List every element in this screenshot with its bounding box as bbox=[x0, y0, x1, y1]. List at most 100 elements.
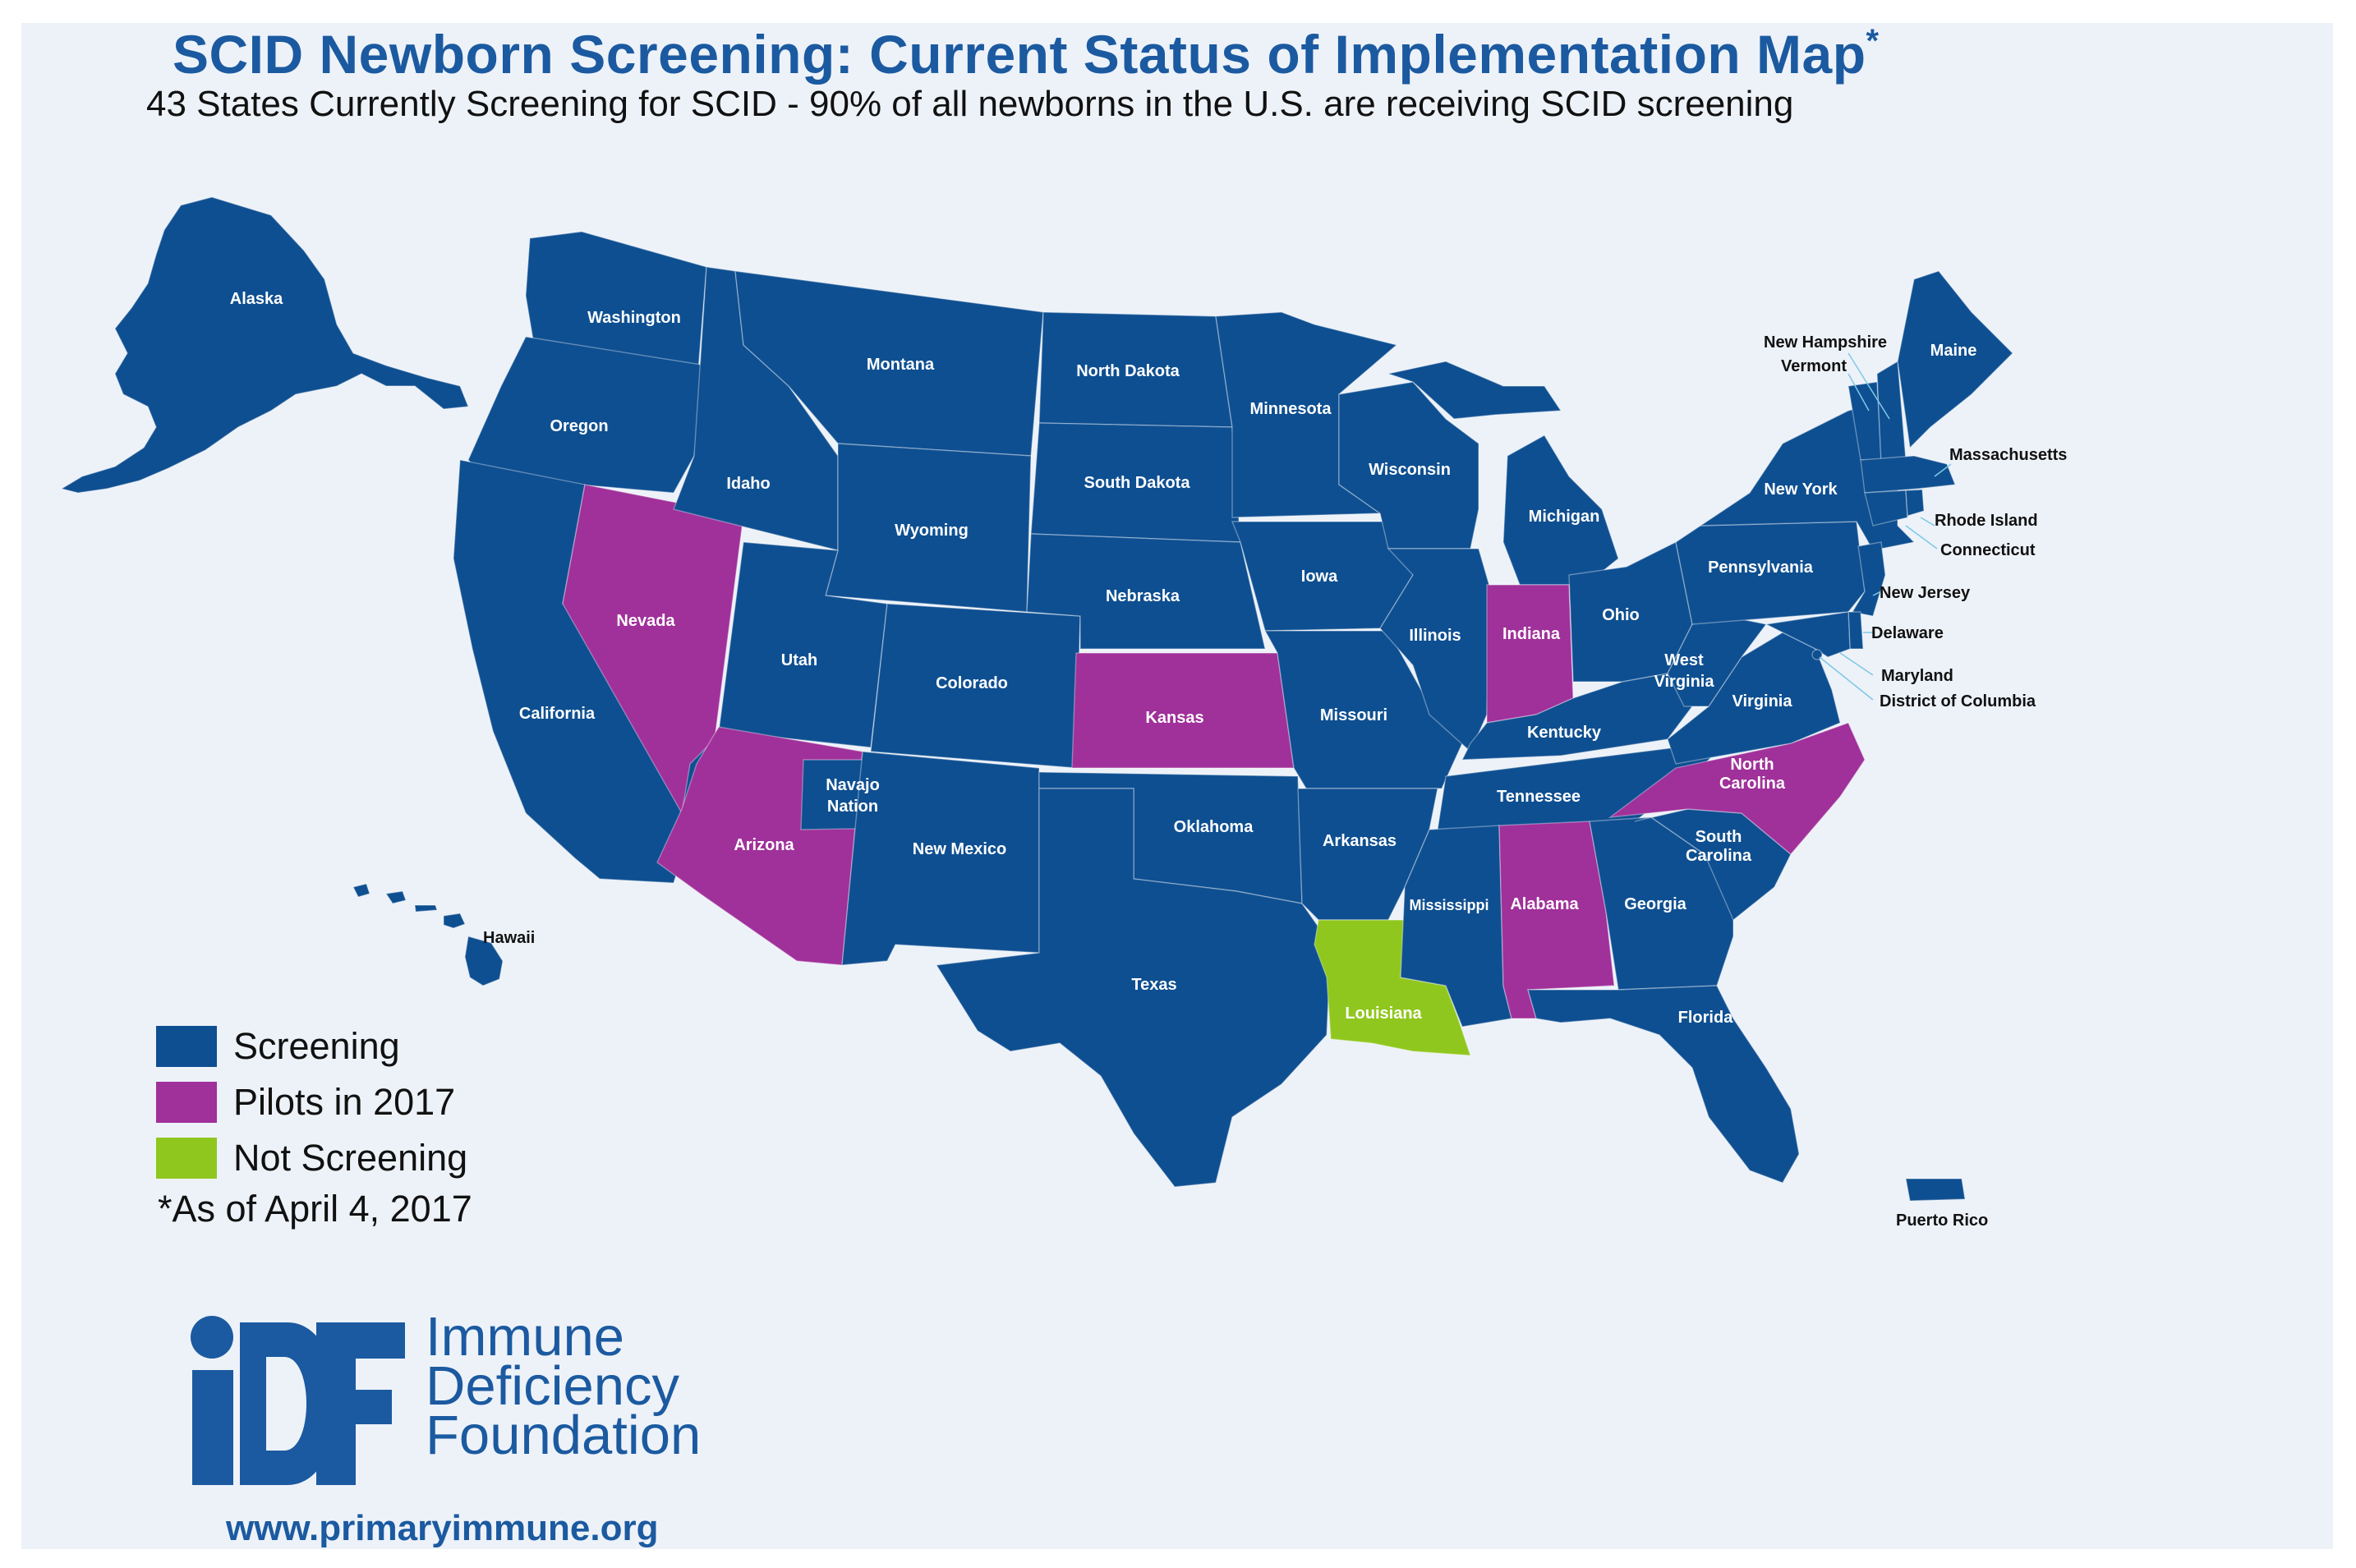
legend-item-pilots: Pilots in 2017 bbox=[156, 1074, 467, 1130]
label-maine: Maine bbox=[1930, 342, 1977, 360]
page-title: SCID Newborn Screening: Current Status o… bbox=[173, 23, 1880, 85]
hawaii-island-maui[interactable] bbox=[443, 913, 466, 929]
label-new-mexico: New Mexico bbox=[913, 840, 1006, 858]
logo-line: Foundation bbox=[426, 1405, 702, 1466]
label-idaho: Idaho bbox=[726, 475, 770, 493]
label-illinois: Illinois bbox=[1409, 627, 1461, 645]
label-massachusetts: Massachusetts bbox=[1949, 446, 2067, 464]
label-mississippi: Mississippi bbox=[1409, 897, 1489, 913]
state-wisconsin[interactable] bbox=[1338, 381, 1479, 549]
label-north-carolina-line2: Carolina bbox=[1719, 775, 1786, 793]
label-wyoming: Wyoming bbox=[895, 522, 969, 540]
label-kansas: Kansas bbox=[1145, 709, 1203, 727]
state-michigan-upper-peninsula[interactable] bbox=[1386, 361, 1562, 420]
label-arizona: Arizona bbox=[734, 836, 794, 854]
label-north-carolina-line1: North bbox=[1730, 756, 1774, 774]
label-indiana: Indiana bbox=[1502, 625, 1561, 643]
legend-item-screening: Screening bbox=[156, 1019, 467, 1074]
state-alaska[interactable] bbox=[60, 196, 469, 494]
state-south-carolina[interactable] bbox=[1634, 808, 1792, 922]
label-nevada: Nevada bbox=[616, 612, 675, 630]
legend-label: Not Screening bbox=[233, 1137, 468, 1179]
legend-swatch-not-screening bbox=[156, 1138, 217, 1179]
state-delaware[interactable] bbox=[1848, 611, 1864, 650]
label-oregon: Oregon bbox=[550, 417, 608, 435]
region-labels: Alaska Hawaii Washington Oregon Californ… bbox=[230, 290, 2068, 1230]
label-oklahoma: Oklahoma bbox=[1174, 818, 1254, 836]
logo-wordmark: Immune Deficiency Foundation bbox=[426, 1306, 702, 1466]
label-new-york: New York bbox=[1764, 481, 1838, 499]
label-california: California bbox=[519, 705, 596, 723]
state-new-mexico[interactable] bbox=[841, 751, 1040, 966]
state-indiana[interactable] bbox=[1486, 584, 1574, 724]
label-new-hampshire: New Hampshire bbox=[1764, 333, 1887, 352]
hawaii-island-kauai[interactable] bbox=[352, 883, 370, 898]
label-montana: Montana bbox=[867, 356, 935, 374]
label-connecticut: Connecticut bbox=[1940, 541, 2036, 559]
label-district-of-columbia: District of Columbia bbox=[1880, 692, 2036, 710]
label-ohio: Ohio bbox=[1602, 606, 1640, 624]
territory-puerto-rico[interactable] bbox=[1905, 1178, 1966, 1202]
legend-label: Pilots in 2017 bbox=[233, 1081, 456, 1123]
label-virginia: Virginia bbox=[1732, 692, 1793, 710]
label-tennessee: Tennessee bbox=[1497, 788, 1581, 806]
state-maryland[interactable] bbox=[1764, 611, 1851, 658]
state-missouri[interactable] bbox=[1263, 630, 1463, 789]
label-colorado: Colorado bbox=[936, 674, 1008, 692]
page-subtitle: 43 States Currently Screening for SCID -… bbox=[146, 84, 1794, 124]
state-illinois[interactable] bbox=[1379, 548, 1492, 753]
legend-label: Screening bbox=[233, 1025, 400, 1067]
state-arkansas[interactable] bbox=[1297, 788, 1438, 921]
state-texas[interactable] bbox=[935, 788, 1332, 1188]
label-vermont: Vermont bbox=[1781, 357, 1847, 375]
label-new-jersey: New Jersey bbox=[1880, 584, 1971, 602]
legend-swatch-pilots bbox=[156, 1082, 217, 1123]
label-south-carolina-line2: Carolina bbox=[1686, 847, 1752, 865]
leader-lines bbox=[1819, 352, 1952, 701]
label-navajo-line2: Nation bbox=[827, 798, 878, 816]
label-georgia: Georgia bbox=[1624, 895, 1686, 913]
label-hawaii: Hawaii bbox=[483, 929, 535, 947]
label-iowa: Iowa bbox=[1301, 568, 1338, 586]
idf-logo-mark bbox=[191, 1316, 405, 1485]
state-maine[interactable] bbox=[1897, 270, 2013, 449]
hawaii-island-molokai[interactable] bbox=[414, 904, 438, 913]
state-massachusetts[interactable] bbox=[1860, 455, 1956, 494]
label-nebraska: Nebraska bbox=[1106, 587, 1180, 605]
state-rhode-island[interactable] bbox=[1905, 489, 1925, 517]
state-new-jersey[interactable] bbox=[1851, 541, 1886, 617]
label-maryland: Maryland bbox=[1881, 667, 1953, 685]
state-north-carolina[interactable] bbox=[1608, 722, 1866, 855]
label-utah: Utah bbox=[781, 651, 817, 669]
label-rhode-island: Rhode Island bbox=[1935, 512, 2038, 530]
label-south-carolina-line1: South bbox=[1696, 828, 1742, 846]
label-arkansas: Arkansas bbox=[1323, 832, 1397, 850]
state-mississippi[interactable] bbox=[1400, 825, 1512, 1028]
label-alabama: Alabama bbox=[1510, 895, 1579, 913]
label-puerto-rico: Puerto Rico bbox=[1896, 1212, 1988, 1230]
hawaii-island-oahu[interactable] bbox=[384, 890, 407, 904]
label-kentucky: Kentucky bbox=[1527, 724, 1602, 742]
label-washington: Washington bbox=[587, 309, 681, 327]
label-south-dakota: South Dakota bbox=[1084, 474, 1191, 492]
logo-line: Deficiency bbox=[426, 1355, 680, 1417]
label-pennsylvania: Pennsylvania bbox=[1708, 559, 1814, 577]
label-michigan: Michigan bbox=[1529, 508, 1600, 526]
label-west-virginia-line2: Virginia bbox=[1654, 673, 1715, 691]
logo-line: Immune bbox=[426, 1306, 625, 1368]
state-georgia[interactable] bbox=[1589, 816, 1734, 991]
legend-item-not-screening: Not Screening bbox=[156, 1130, 467, 1186]
label-louisiana: Louisiana bbox=[1345, 1005, 1422, 1023]
label-missouri: Missouri bbox=[1320, 706, 1387, 724]
state-connecticut[interactable] bbox=[1864, 490, 1908, 526]
label-north-dakota: North Dakota bbox=[1076, 362, 1180, 380]
website-url[interactable]: www.primaryimmune.org bbox=[226, 1508, 659, 1548]
label-west-virginia-line1: West bbox=[1664, 651, 1704, 669]
legend-swatch-screening bbox=[156, 1026, 217, 1067]
state-florida[interactable] bbox=[1527, 985, 1800, 1184]
state-hawaii[interactable] bbox=[464, 936, 504, 986]
state-wyoming[interactable] bbox=[825, 443, 1032, 613]
label-texas: Texas bbox=[1131, 976, 1176, 994]
state-michigan[interactable] bbox=[1502, 435, 1619, 586]
